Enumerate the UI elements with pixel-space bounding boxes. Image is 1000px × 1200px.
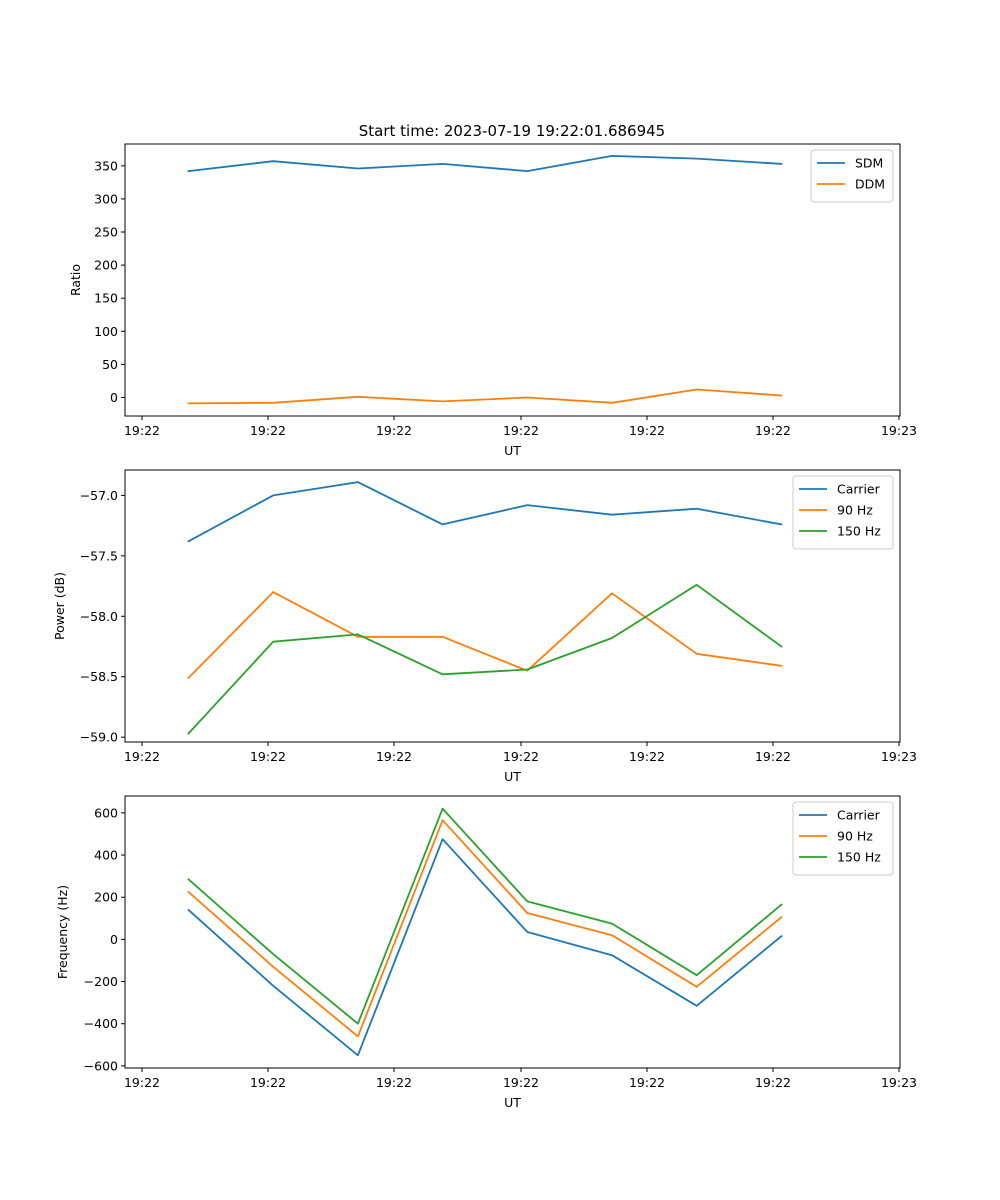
series-line-carrier [187, 838, 783, 1057]
y-tick-label: 0 [110, 390, 118, 405]
x-tick-label: 19:22 [629, 1075, 665, 1090]
x-tick-label: 19:22 [250, 1075, 286, 1090]
x-tick-label: 19:23 [881, 749, 917, 764]
x-tick-label: 19:22 [755, 423, 791, 438]
x-tick-label: 19:22 [503, 749, 539, 764]
y-tick-label: −58.5 [80, 669, 118, 684]
legend-entry: DDM [855, 177, 885, 192]
series-line-sdm [187, 154, 783, 173]
x-tick-label: 19:22 [124, 1075, 160, 1090]
y-tick-label: 400 [94, 848, 118, 863]
y-tick-label: 200 [94, 890, 118, 905]
legend-entry: Carrier [837, 808, 881, 823]
legend-entry: Carrier [837, 482, 881, 497]
x-axis-label: UT [504, 769, 521, 784]
legend: Carrier 90 Hz 150 Hz [792, 801, 894, 876]
x-axis-label: UT [504, 1095, 521, 1110]
x-tick-label: 19:22 [124, 749, 160, 764]
axes-frame [124, 795, 901, 1069]
y-tick-label: −200 [84, 974, 118, 989]
power-chart: −59.0 −58.5 −58.0 −57.5 −57.0 19:22 19:22 19:22… [52, 469, 917, 784]
series-line-150-hz [187, 583, 783, 735]
y-tick-label: 600 [94, 805, 118, 820]
series-line-ddm [187, 388, 783, 405]
axes-frame [124, 469, 901, 743]
x-tick-label: 19:22 [629, 749, 665, 764]
series-line-150-hz [187, 807, 783, 1025]
series-line-carrier [187, 481, 783, 543]
x-tick-label: 19:23 [881, 423, 917, 438]
y-tick-label: 300 [94, 191, 118, 206]
series-line-90-hz [187, 819, 783, 1038]
y-tick-label: −57.0 [80, 488, 118, 503]
series-line-90-hz [187, 591, 783, 680]
figure-title: Start time: 2023-07-19 19:22:01.686945 [359, 122, 665, 140]
x-tick-label: 19:22 [503, 1075, 539, 1090]
y-axis-label: Ratio [68, 264, 83, 296]
x-tick-label: 19:22 [629, 423, 665, 438]
y-tick-label: −600 [84, 1058, 118, 1073]
x-tick-label: 19:22 [755, 1075, 791, 1090]
legend-entry: 150 Hz [837, 524, 881, 539]
y-tick-label: 100 [94, 324, 118, 339]
x-tick-label: 19:23 [881, 1075, 917, 1090]
y-tick-label: −59.0 [80, 730, 118, 745]
y-tick-label: −58.0 [80, 609, 118, 624]
y-tick-label: 150 [94, 291, 118, 306]
legend: Carrier 90 Hz 150 Hz [792, 475, 894, 550]
x-tick-label: 19:22 [503, 423, 539, 438]
x-tick-label: 19:22 [376, 749, 412, 764]
ratio-chart: 0 50 100 150 200 250 300 350 19:22 19:22 19:22 19:2… [68, 143, 917, 458]
y-tick-label: 200 [94, 258, 118, 273]
x-tick-label: 19:22 [755, 749, 791, 764]
x-axis-label: UT [504, 443, 521, 458]
y-tick-label: 50 [102, 357, 118, 372]
legend-entry: 150 Hz [837, 850, 881, 865]
legend-entry: SDM [855, 156, 883, 171]
frequency-chart: −600 −400 −200 0 200 400 600 19:22 19:22 19:22 19:… [55, 795, 917, 1110]
y-axis-label: Frequency (Hz) [55, 885, 70, 979]
y-tick-label: 0 [110, 932, 118, 947]
x-tick-label: 19:22 [124, 423, 160, 438]
legend-entry: 90 Hz [837, 829, 873, 844]
x-tick-label: 19:22 [250, 749, 286, 764]
y-tick-label: −400 [84, 1016, 118, 1031]
x-tick-label: 19:22 [250, 423, 286, 438]
legend: SDM DDM [810, 149, 894, 203]
y-axis-label: Power (dB) [52, 572, 67, 640]
y-tick-label: 250 [94, 225, 118, 240]
axes-frame [124, 143, 901, 417]
legend-entry: 90 Hz [837, 503, 873, 518]
x-tick-label: 19:22 [376, 423, 412, 438]
x-tick-label: 19:22 [376, 1075, 412, 1090]
y-tick-label: 350 [94, 158, 118, 173]
y-tick-label: −57.5 [80, 548, 118, 563]
